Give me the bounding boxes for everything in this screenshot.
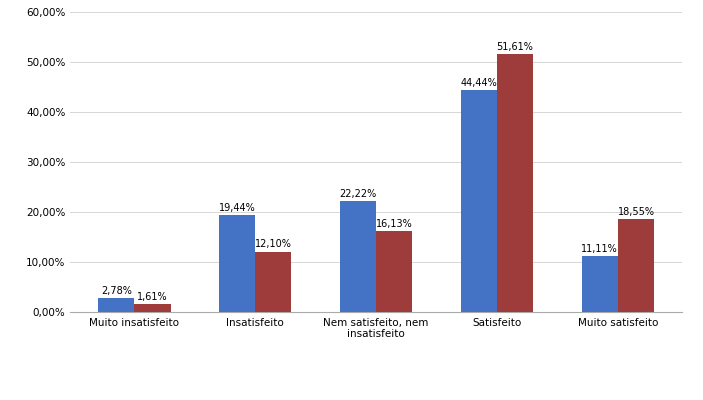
Text: 18,55%: 18,55% — [617, 207, 654, 217]
Text: 51,61%: 51,61% — [497, 42, 534, 52]
Text: 11,11%: 11,11% — [581, 244, 618, 254]
Bar — [98, 298, 134, 312]
Text: 12,10%: 12,10% — [255, 240, 292, 250]
Text: 19,44%: 19,44% — [219, 203, 255, 213]
Bar — [219, 215, 255, 312]
Text: 1,61%: 1,61% — [137, 292, 168, 302]
Bar — [460, 90, 497, 312]
Text: 2,78%: 2,78% — [101, 286, 131, 296]
Bar — [581, 256, 618, 312]
Text: 44,44%: 44,44% — [460, 78, 497, 88]
Bar — [497, 54, 534, 312]
Text: 22,22%: 22,22% — [340, 189, 377, 199]
Bar — [340, 201, 376, 312]
Text: 16,13%: 16,13% — [376, 219, 413, 229]
Bar — [255, 252, 292, 312]
Bar — [134, 304, 171, 312]
Bar — [618, 219, 654, 312]
Bar — [376, 231, 413, 312]
